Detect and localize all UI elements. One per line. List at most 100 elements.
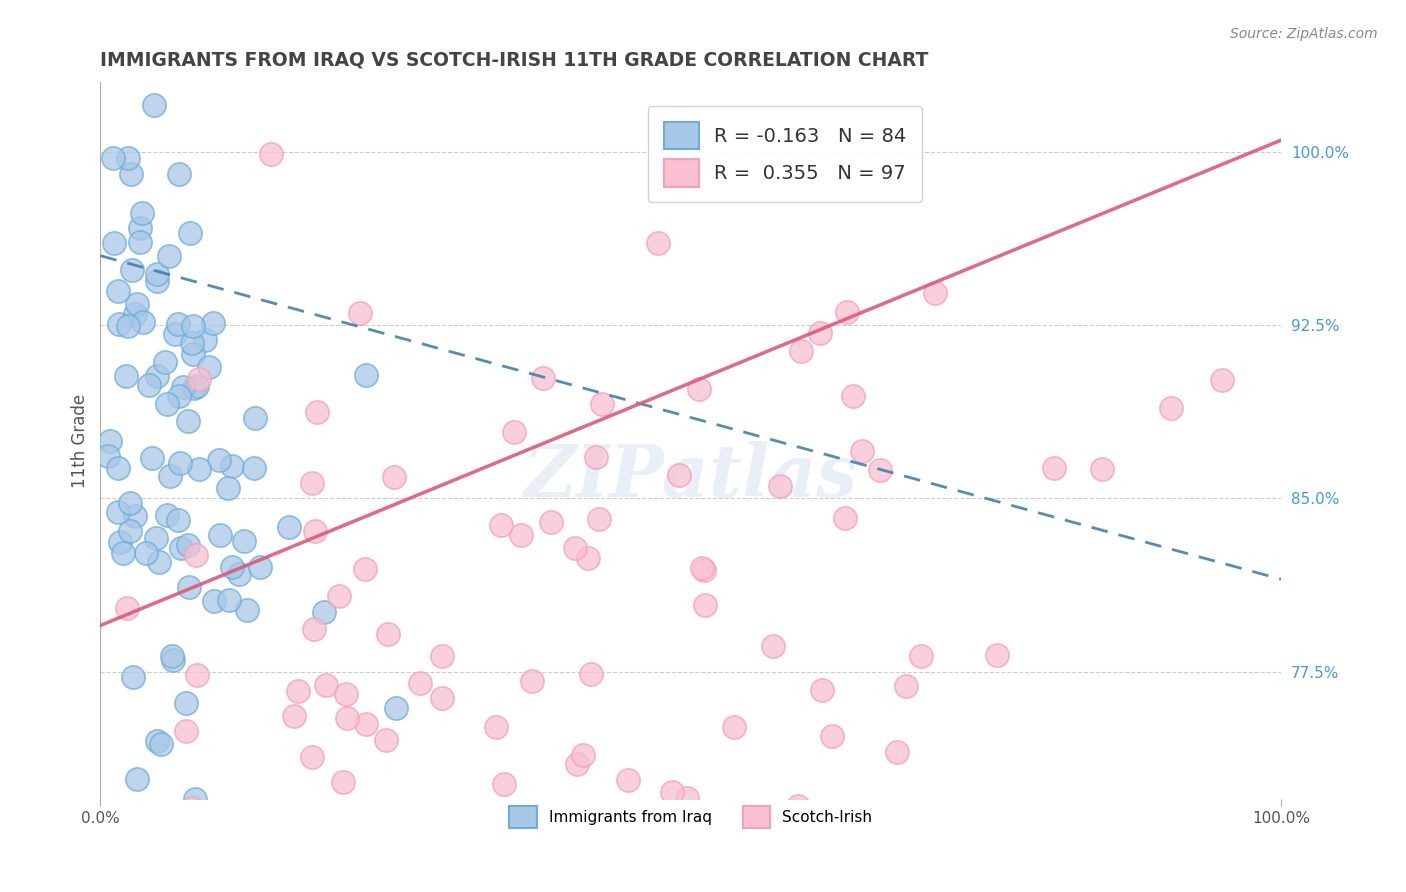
Point [181,801,204,815]
Point [837,305,859,319]
Point [374,732,396,747]
Point [221,458,243,473]
Point [283,709,305,723]
Point [145,531,167,545]
Point [148,555,170,569]
Point [808,326,831,340]
Text: ZIPatlas: ZIPatlas [523,441,858,512]
Point [565,756,588,771]
Point [181,347,204,361]
Point [103,151,125,165]
Point [98,434,121,448]
Point [249,560,271,574]
Point [811,683,834,698]
Point [115,600,138,615]
Point [328,589,350,603]
Point [886,745,908,759]
Point [146,267,169,281]
Point [564,541,586,555]
Point [243,461,266,475]
Point [124,508,146,523]
Point [489,518,512,533]
Point [1160,401,1182,415]
Point [111,546,134,560]
Point [163,326,186,341]
Point [910,649,932,664]
Point [688,382,710,396]
Point [115,369,138,384]
Point [97,450,120,464]
Point [157,249,180,263]
Point [236,603,259,617]
Point [287,684,309,698]
Point [540,515,562,529]
Point [335,687,357,701]
Point [531,371,554,385]
Y-axis label: 11th Grade: 11th Grade [72,393,89,488]
Point [522,674,544,689]
Point [167,389,190,403]
Point [869,463,891,477]
Point [179,580,201,594]
Point [103,236,125,251]
Point [132,316,155,330]
Point [127,772,149,787]
Point [301,750,323,764]
Point [142,98,165,112]
Point [176,696,198,710]
Point [177,538,200,552]
Point [167,318,190,332]
Text: Source: ZipAtlas.com: Source: ZipAtlas.com [1230,27,1378,41]
Point [789,343,811,358]
Point [585,450,607,464]
Text: IMMIGRANTS FROM IRAQ VS SCOTCH-IRISH 11TH GRADE CORRELATION CHART: IMMIGRANTS FROM IRAQ VS SCOTCH-IRISH 11T… [100,51,929,70]
Point [118,496,141,510]
Point [430,690,453,705]
Point [117,319,139,334]
Point [762,639,785,653]
Point [960,807,983,822]
Point [718,822,741,836]
Point [162,653,184,667]
Point [208,527,231,541]
Point [842,389,865,403]
Point [522,879,544,892]
Point [298,814,321,829]
Point [851,443,873,458]
Point [170,541,193,556]
Point [409,676,432,690]
Point [986,648,1008,662]
Point [434,825,457,839]
Point [243,411,266,425]
Point [668,467,690,482]
Point [661,785,683,799]
Point [107,461,129,475]
Point [108,317,131,331]
Point [1211,373,1233,387]
Point [169,456,191,470]
Point [172,380,194,394]
Point [349,306,371,320]
Point [141,451,163,466]
Point [179,226,201,240]
Point [572,747,595,762]
Point [188,371,211,385]
Point [768,479,790,493]
Point [202,316,225,330]
Point [692,563,714,577]
Point [145,734,167,748]
Point [124,307,146,321]
Point [581,666,603,681]
Point [107,284,129,298]
Point [354,716,377,731]
Point [723,720,745,734]
Point [510,527,533,541]
Point [167,167,190,181]
Point [1043,460,1066,475]
Point [430,648,453,663]
Point [129,235,152,249]
Point [174,724,197,739]
Point [120,524,142,539]
Point [647,235,669,250]
Point [156,508,179,523]
